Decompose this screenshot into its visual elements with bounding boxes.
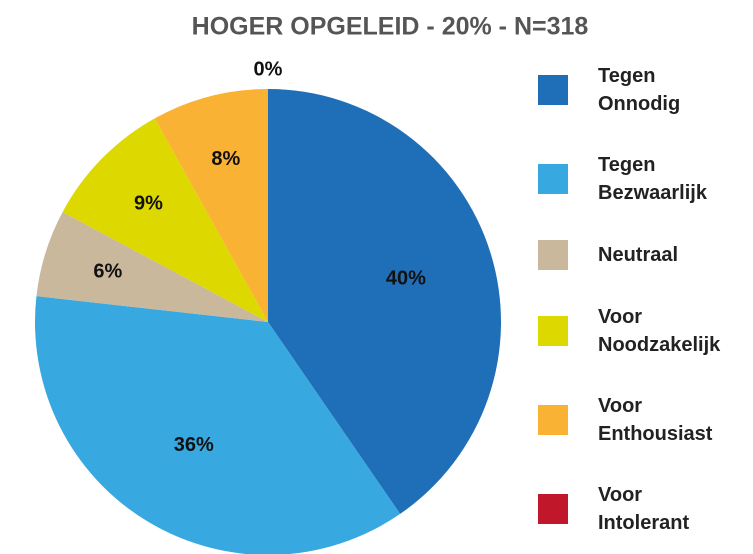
legend-item: Voor Enthousiast: [538, 392, 720, 448]
legend-item: Tegen Bezwaarlijk: [538, 151, 720, 207]
data-label: 8%: [211, 148, 240, 170]
legend-item: Tegen Onnodig: [538, 62, 720, 118]
legend: Tegen Onnodig Tegen Bezwaarlijk Neutraal Vo…: [538, 62, 720, 537]
legend-swatch: [538, 75, 568, 105]
data-label: 9%: [134, 193, 163, 215]
data-label: 0%: [254, 59, 283, 81]
data-label: 6%: [93, 260, 122, 282]
pie-slice: [268, 89, 501, 514]
legend-item: Voor Intolerant: [538, 481, 720, 537]
legend-item: Neutraal: [538, 240, 720, 270]
legend-item: Voor Noodzakelijk: [538, 303, 720, 359]
legend-label: Voor Noodzakelijk: [598, 306, 721, 356]
legend-swatch: [538, 240, 568, 270]
chart-title: HOGER OPGELEID - 20% - N=318: [192, 13, 589, 41]
pie-slice: [35, 296, 401, 554]
data-label: 36%: [174, 434, 214, 456]
legend-swatch: [538, 316, 568, 346]
legend-label: Voor Intolerant: [598, 484, 690, 534]
legend-label: Tegen Onnodig: [598, 65, 681, 115]
data-label: 40%: [386, 267, 426, 289]
legend-label: Tegen Bezwaarlijk: [598, 154, 707, 204]
pie-slice: [154, 89, 268, 322]
pie-slice: [36, 211, 268, 322]
legend-swatch: [538, 164, 568, 194]
legend-swatch: [538, 405, 568, 435]
legend-label: Neutraal: [598, 244, 679, 266]
pie-slice: [62, 118, 268, 322]
legend-label: Voor Enthousiast: [598, 395, 713, 445]
legend-swatch: [538, 494, 568, 524]
